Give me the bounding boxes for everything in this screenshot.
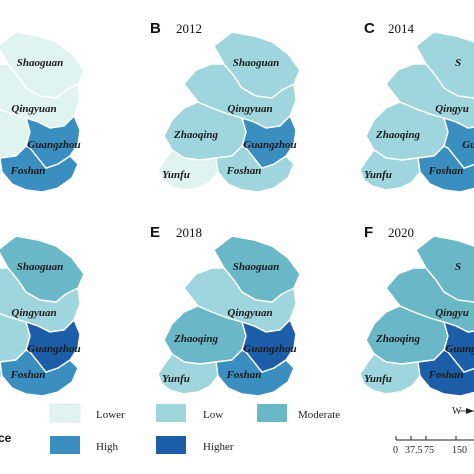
- panel-letter: E: [150, 224, 160, 241]
- region-guangzhou: [240, 318, 297, 373]
- city-label-foshan: Foshan: [226, 369, 262, 381]
- city-label-yunfu: Yunfu: [162, 169, 190, 181]
- map-panels: Shaoguan Qingyuan Guangzhou Foshan Shaoguan Q…: [0, 20, 474, 397]
- map-panel: Shaoguan Qingyuan Zhaoqing Guangzhou Yunfu Fo…: [157, 235, 301, 397]
- city-label-shaoguan: S: [455, 57, 461, 69]
- city-label-guangzhou: Guangzhou: [27, 139, 80, 151]
- scale-label-2: 75: [424, 445, 434, 456]
- city-label-qingyuan: Qingyuan: [11, 103, 56, 115]
- city-label-foshan: Foshan: [10, 165, 46, 177]
- legend: ce Lower Low Moderate High Higher: [0, 403, 340, 454]
- city-label-qingyuan: Qingyuan: [227, 103, 272, 115]
- scale-label-1: 37.5: [405, 445, 423, 456]
- panel-letter: C: [364, 20, 375, 37]
- region-shaoguan: [415, 31, 474, 99]
- panel-year: 2012: [176, 21, 202, 36]
- legend-swatch-moderate: [257, 404, 287, 422]
- city-label-shaoguan: Shaoguan: [17, 57, 63, 69]
- city-label-qingyuan: Qingyu: [435, 103, 469, 115]
- region-shaoguan: [213, 235, 301, 303]
- panel-letter: B: [150, 20, 161, 37]
- city-label-guangzhou: Guangzhou: [243, 343, 296, 355]
- legend-label-high: High: [96, 441, 119, 453]
- scale-bar: 0 37.5 75 150: [393, 436, 474, 456]
- map-panel: Shaoguan Qingyuan Zhaoqing Guangzhou Yunfu Fo…: [157, 31, 301, 193]
- region-guangzhou: [240, 114, 297, 169]
- scale-label-0: 0: [393, 445, 398, 456]
- map-panel: S Qingyu Zhaoqing Guangzhou Yunfu Foshan: [359, 235, 474, 397]
- panel-year: 2018: [176, 225, 202, 240]
- legend-label-low: Low: [203, 409, 223, 421]
- city-label-shaoguan: Shaoguan: [17, 261, 63, 273]
- legend-label-moderate: Moderate: [298, 409, 340, 421]
- legend-swatch-higher: [156, 436, 186, 454]
- scale-label-3: 150: [452, 445, 467, 456]
- legend-swatch-lower: [49, 403, 81, 423]
- region-shaoguan: [415, 235, 474, 303]
- city-label-shaoguan: Shaoguan: [233, 57, 279, 69]
- city-label-guangzhou: Guangzhou: [445, 343, 474, 355]
- map-panel: ShaoguanQingyuangGuangzhouFoshan: [0, 235, 85, 397]
- region-shaoguan: [0, 235, 85, 303]
- legend-label-lower: Lower: [96, 409, 125, 421]
- city-label-guangzhou: Gua: [462, 139, 474, 151]
- region-guangzhou: [442, 116, 474, 169]
- map-panel: S Qingyu Zhaoqing Gua Yunfu Foshan: [359, 31, 474, 193]
- city-label-foshan: Foshan: [428, 369, 464, 381]
- city-label-qingyuan: Qingyuan: [227, 307, 272, 319]
- region-shaoguan: [213, 31, 301, 99]
- city-label-guangzhou: Guangzhou: [27, 343, 80, 355]
- city-label-shaoguan: Shaoguan: [233, 261, 279, 273]
- city-label-qingyuan: Qingyuan: [11, 307, 56, 319]
- city-label-guangzhou: Guangzhou: [243, 139, 296, 151]
- region-guangzhou: [24, 318, 81, 373]
- north-arrow-icon: W: [452, 406, 474, 417]
- region-shaoguan: [0, 31, 85, 99]
- city-label-zhaoqing: Zhaoqing: [173, 129, 219, 141]
- city-label-shaoguan: S: [455, 261, 461, 273]
- city-label-qingyuan: Qingyu: [435, 307, 469, 319]
- city-label-zhaoqing: Zhaoqing: [173, 333, 219, 345]
- panel-letter: F: [364, 224, 373, 241]
- region-guangzhou: [442, 320, 474, 373]
- city-label-yunfu: Yunfu: [162, 373, 190, 385]
- map-panel: Shaoguan Qingyuan Guangzhou Foshan: [0, 31, 85, 193]
- legend-title: ce: [0, 431, 12, 445]
- panel-year: 2014: [388, 21, 415, 36]
- city-label-yunfu: Yunfu: [364, 169, 392, 181]
- city-label-zhaoqing: Zhaoqing: [375, 333, 421, 345]
- city-label-foshan: Foshan: [428, 165, 464, 177]
- region-guangzhou: [24, 114, 81, 169]
- legend-swatch-low: [156, 404, 186, 422]
- legend-label-higher: Higher: [203, 441, 234, 453]
- legend-swatch-high: [50, 436, 80, 454]
- city-label-zhaoqing: Zhaoqing: [375, 129, 421, 141]
- city-label-foshan: Foshan: [226, 165, 262, 177]
- panel-year: 2020: [388, 225, 414, 240]
- compass-west-label: W: [452, 406, 462, 417]
- city-label-foshan: Foshan: [10, 369, 46, 381]
- city-label-yunfu: Yunfu: [364, 373, 392, 385]
